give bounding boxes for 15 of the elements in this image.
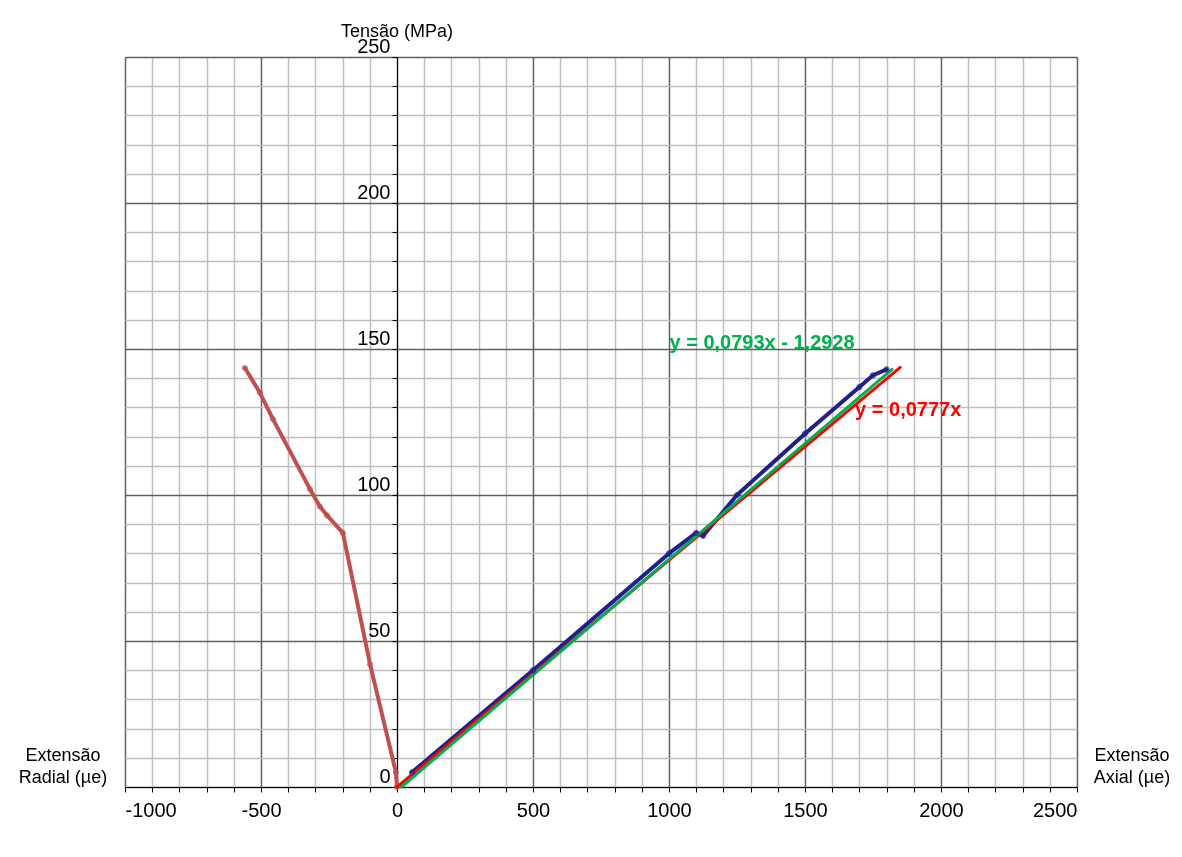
x-tick-label: -500 <box>241 798 282 821</box>
x-tick-label: 500 <box>516 798 551 821</box>
y-tick-label: 0 <box>379 764 391 787</box>
x-tick-label: 1500 <box>783 798 828 821</box>
x-tick-label: 1000 <box>647 798 692 821</box>
x-tick-label: -1000 <box>125 798 177 821</box>
y-tick-label: 100 <box>357 472 391 495</box>
x-axis-title: Extensão Axial (µe) <box>1093 745 1171 787</box>
x-tick-label: 2000 <box>919 798 964 821</box>
text: Extensão Radial (µe) <box>18 745 108 787</box>
y-tick-label: 200 <box>357 180 391 203</box>
annotation: y = 0,0777x <box>855 398 962 421</box>
x-tick-label: 2500 <box>1033 798 1078 821</box>
y-tick-label: 50 <box>368 618 391 641</box>
y-tick-label: 150 <box>357 326 391 349</box>
